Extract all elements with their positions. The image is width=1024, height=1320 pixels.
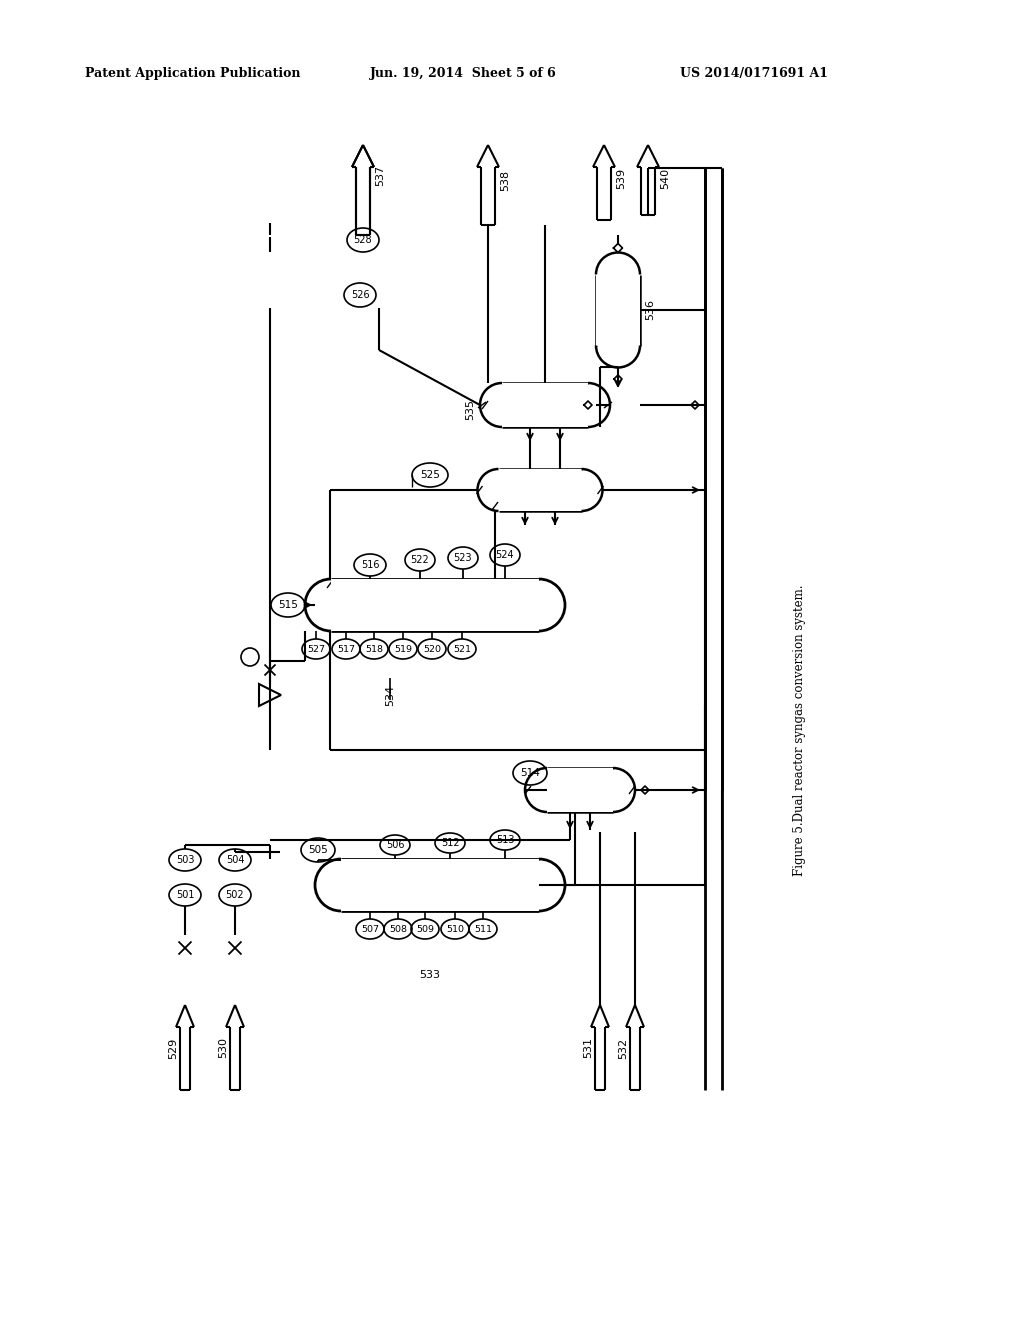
Text: 540: 540 [660,168,670,189]
Bar [331,579,539,631]
Text: 527: 527 [307,644,325,653]
Text: 528: 528 [353,235,373,246]
Text: 529: 529 [168,1038,178,1059]
Text: 538: 538 [500,169,510,190]
Text: Jun. 19, 2014  Sheet 5 of 6: Jun. 19, 2014 Sheet 5 of 6 [370,66,557,79]
Text: 508: 508 [389,924,407,933]
Text: 513: 513 [496,836,514,845]
Text: 512: 512 [440,838,460,847]
Text: 502: 502 [225,890,245,900]
Text: 501: 501 [176,890,195,900]
Text: 525: 525 [420,470,440,480]
Text: 519: 519 [394,644,412,653]
Text: 520: 520 [423,644,441,653]
Text: 504: 504 [225,855,245,865]
Text: 539: 539 [616,168,626,189]
Text: 521: 521 [453,644,471,653]
Text: 515: 515 [279,601,298,610]
Text: 537: 537 [375,165,385,186]
Text: 511: 511 [474,924,492,933]
Text: 531: 531 [583,1038,593,1059]
Text: 518: 518 [365,644,383,653]
Text: 510: 510 [446,924,464,933]
Text: 526: 526 [350,290,370,300]
Bar [499,469,582,511]
Text: 516: 516 [360,560,379,570]
Text: 534: 534 [385,685,395,706]
Text: 523: 523 [454,553,472,564]
Text: 532: 532 [618,1038,628,1059]
Text: 509: 509 [416,924,434,933]
Text: 524: 524 [496,550,514,560]
Bar [596,275,640,346]
Bar [341,859,539,911]
Text: 517: 517 [337,644,355,653]
Text: 503: 503 [176,855,195,865]
Text: 536: 536 [645,300,655,321]
Bar [502,383,588,426]
Text: 535: 535 [465,400,475,421]
Text: 514: 514 [520,768,540,777]
Text: Patent Application Publication: Patent Application Publication [85,66,300,79]
Text: US 2014/0171691 A1: US 2014/0171691 A1 [680,66,828,79]
Text: 506: 506 [386,840,404,850]
Text: 530: 530 [218,1038,228,1059]
Bar [547,768,613,812]
Text: 507: 507 [361,924,379,933]
Text: Figure 5.Dual reactor syngas conversion system.: Figure 5.Dual reactor syngas conversion … [794,585,807,875]
Text: 505: 505 [308,845,328,855]
Text: 533: 533 [420,970,440,979]
Text: 522: 522 [411,554,429,565]
